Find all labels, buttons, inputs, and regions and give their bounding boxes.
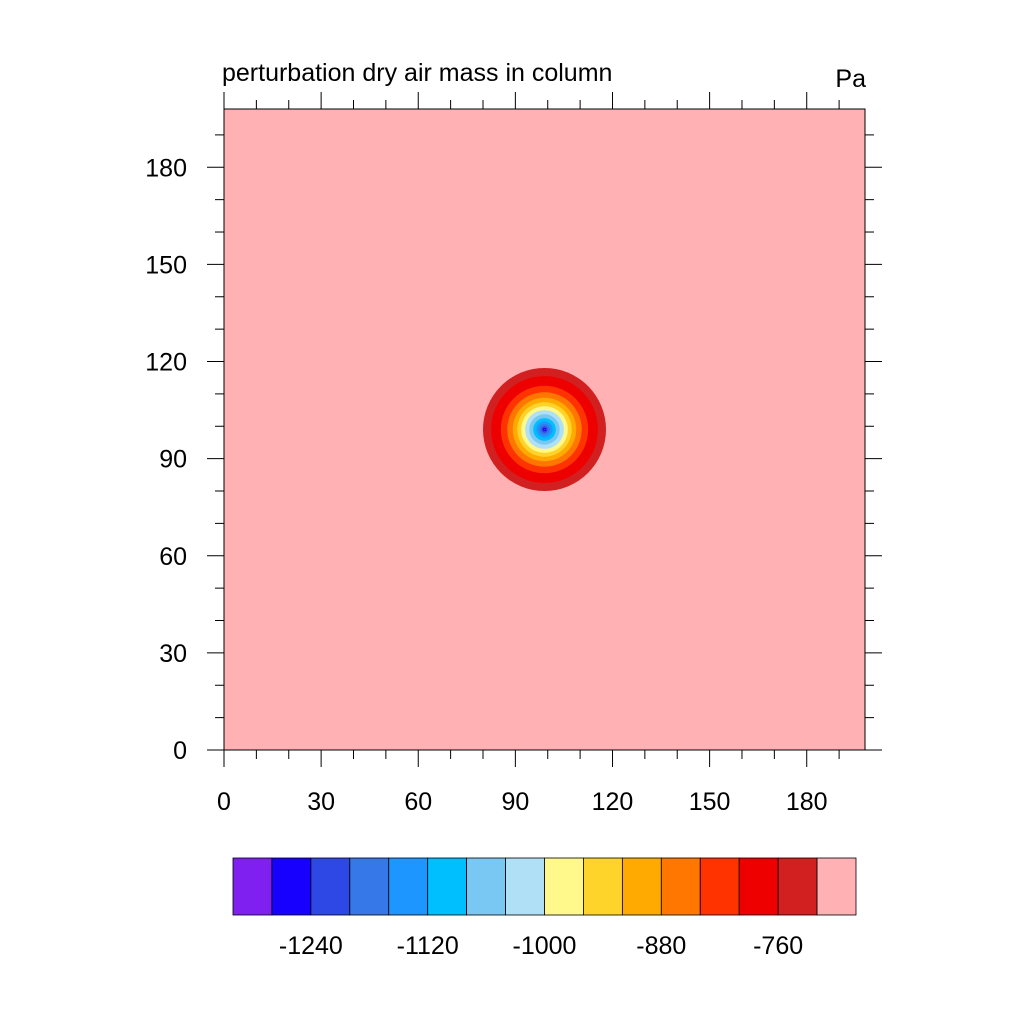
units-label: Pa [835,65,866,93]
y-tick-label: 120 [145,349,187,377]
colorbar-box-6 [466,857,506,916]
chart-title: perturbation dry air mass in column [222,59,612,87]
x-tick-label: 120 [592,788,634,816]
y-tick-label: 90 [159,446,187,474]
colorbar-label: -760 [753,932,803,960]
x-tick-label: 150 [689,788,731,816]
colorbar-box-4 [388,857,429,916]
colorbar-box-1 [271,857,312,916]
colorbar-label: -880 [636,932,686,960]
y-tick-label: 150 [145,251,187,279]
contour-field [224,109,865,750]
x-tick-label: 0 [217,788,231,816]
x-tick-label: 60 [404,788,432,816]
colorbar: -1240 -1120 -1000 -880 -760 [232,857,857,960]
colorbar-box-15 [816,857,857,916]
colorbar-box-10 [621,857,662,916]
y-tick-label: 60 [159,543,187,571]
colorbar-box-0 [232,857,273,916]
colorbar-box-14 [777,857,818,916]
colorbar-box-3 [349,857,390,916]
colorbar-box-12 [699,857,740,916]
x-tick-label: 180 [786,788,828,816]
colorbar-label: -1120 [397,932,459,960]
colorbar-box-5 [427,857,468,916]
y-tick-label: 0 [173,737,187,765]
x-tick-label: 90 [501,788,529,816]
y-tick-label: 30 [159,640,187,668]
plot-axes: 0 30 60 90 120 150 180 0 30 60 90 120 150 180 [145,92,882,816]
colorbar-box-11 [660,857,701,916]
colorbar-box-8 [544,857,584,916]
colorbar-label: -1240 [279,932,343,960]
colorbar-box-9 [583,857,623,916]
colorbar-box-13 [738,857,779,916]
colorbar-box-2 [310,857,351,916]
colorbar-label: -1000 [513,932,577,960]
colorbar-box-7 [505,857,545,916]
plot-frame [223,108,866,751]
y-tick-label: 180 [145,154,187,182]
contour-ring-14 [543,428,546,431]
x-tick-label: 30 [307,788,335,816]
